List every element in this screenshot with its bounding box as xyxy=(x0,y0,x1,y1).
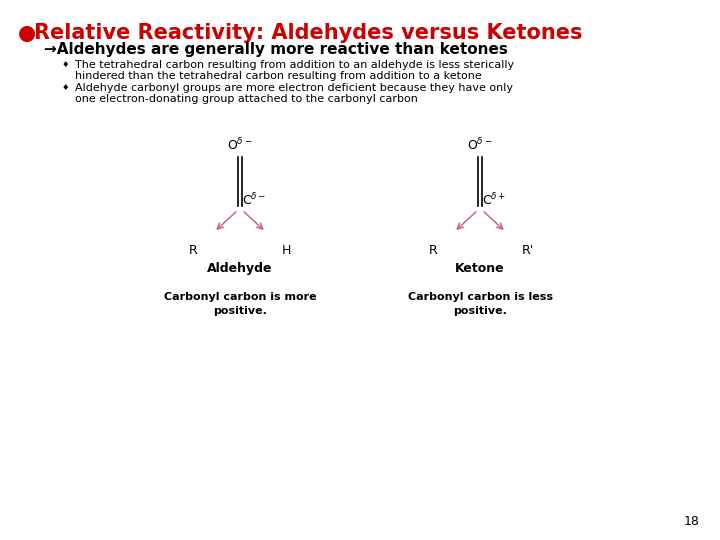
Text: O$^{\delta-}$: O$^{\delta-}$ xyxy=(467,137,492,153)
Text: Ketone: Ketone xyxy=(455,262,505,275)
Text: C$^{\delta-}$: C$^{\delta-}$ xyxy=(242,191,266,208)
Text: C$^{\delta+}$: C$^{\delta+}$ xyxy=(482,191,506,208)
Text: Carbonyl carbon is less: Carbonyl carbon is less xyxy=(408,292,552,302)
Text: Aldehyde: Aldehyde xyxy=(207,262,273,275)
Text: R: R xyxy=(429,244,438,257)
Text: Relative Reactivity: Aldehydes versus Ketones: Relative Reactivity: Aldehydes versus Ke… xyxy=(34,23,582,43)
Text: The tetrahedral carbon resulting from addition to an aldehyde is less sterically: The tetrahedral carbon resulting from ad… xyxy=(75,60,514,70)
Text: O$^{\delta-}$: O$^{\delta-}$ xyxy=(228,137,253,153)
Text: ♦: ♦ xyxy=(62,60,70,69)
Text: ●: ● xyxy=(18,23,36,43)
Text: ♦: ♦ xyxy=(62,83,70,92)
Text: one electron-donating group attached to the carbonyl carbon: one electron-donating group attached to … xyxy=(75,94,418,104)
Text: positive.: positive. xyxy=(453,306,507,316)
Text: Aldehyde carbonyl groups are more electron deficient because they have only: Aldehyde carbonyl groups are more electr… xyxy=(75,83,513,93)
Text: R': R' xyxy=(522,244,534,257)
Text: H: H xyxy=(282,244,292,257)
Text: R: R xyxy=(189,244,198,257)
Text: hindered than the tetrahedral carbon resulting from addition to a ketone: hindered than the tetrahedral carbon res… xyxy=(75,71,482,81)
Text: Carbonyl carbon is more: Carbonyl carbon is more xyxy=(163,292,316,302)
Text: →Aldehydes are generally more reactive than ketones: →Aldehydes are generally more reactive t… xyxy=(44,42,508,57)
Text: 18: 18 xyxy=(684,515,700,528)
Text: positive.: positive. xyxy=(213,306,267,316)
